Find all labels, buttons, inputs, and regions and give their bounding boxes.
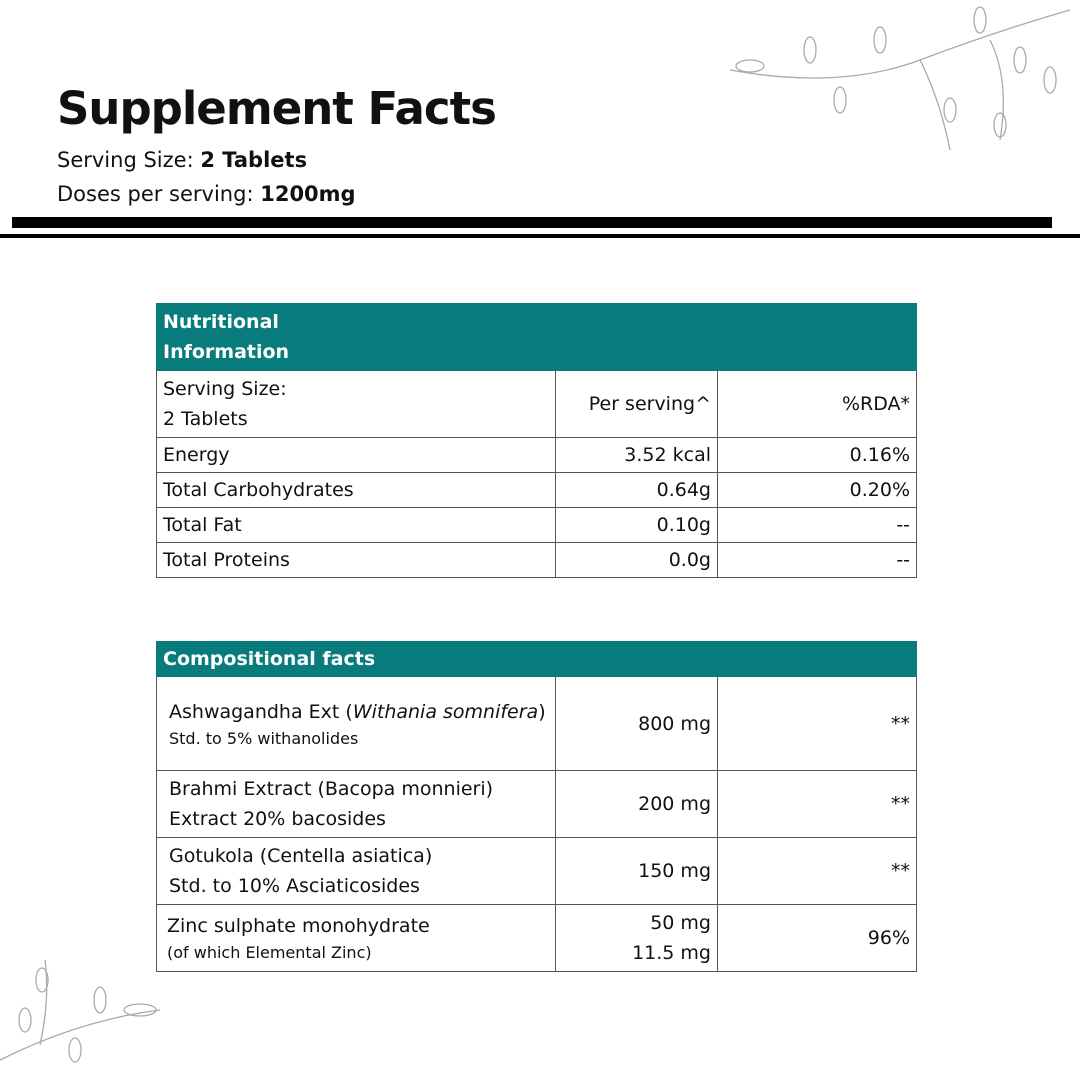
column-header-per-serving: Per serving^ [555, 370, 718, 438]
serving-size-line: Serving Size: 2 Tablets [57, 148, 307, 172]
table-row: Ashwagandha Ext (Withania somnifera) Std.… [156, 676, 917, 771]
nutrition-header: Nutritional Information [155, 303, 918, 371]
column-header-rda: %RDA* [716, 370, 918, 438]
doses-line: Doses per serving: 1200mg [57, 182, 356, 206]
page-title: Supplement Facts [57, 82, 497, 135]
doses-label: Doses per serving: [57, 182, 254, 206]
composition-table: Compositional facts Ashwagandha Ext (Wit… [156, 641, 917, 972]
table-row: Total Proteins 0.0g -- [156, 542, 918, 578]
table-row: Total Carbohydrates 0.64g 0.20% [156, 472, 918, 508]
table-row: Energy 3.52 kcal 0.16% [156, 437, 918, 473]
table-row: Zinc sulphate monohydrate (of which Eleme… [156, 904, 917, 972]
serving-size-label: Serving Size: [57, 148, 194, 172]
table-row: Serving Size: 2 Tablets Per serving^ %RDA… [156, 370, 918, 438]
table-row: Total Fat 0.10g -- [156, 507, 918, 543]
divider-thick [12, 217, 1052, 228]
table-row: Brahmi Extract (Bacopa monnieri) Extract … [156, 770, 917, 838]
composition-header: Compositional facts [156, 641, 917, 677]
serving-size-value: 2 Tablets [200, 148, 308, 172]
doses-value: 1200mg [260, 182, 356, 206]
divider-thin [0, 234, 1080, 238]
nutrition-table: Nutritional Information Serving Size: 2 T… [155, 303, 918, 578]
leaf-decoration-icon [729, 6, 1071, 151]
leaf-decoration-icon [0, 959, 161, 1063]
table-row: Gotukola (Centella asiatica) Std. to 10% … [156, 837, 917, 905]
